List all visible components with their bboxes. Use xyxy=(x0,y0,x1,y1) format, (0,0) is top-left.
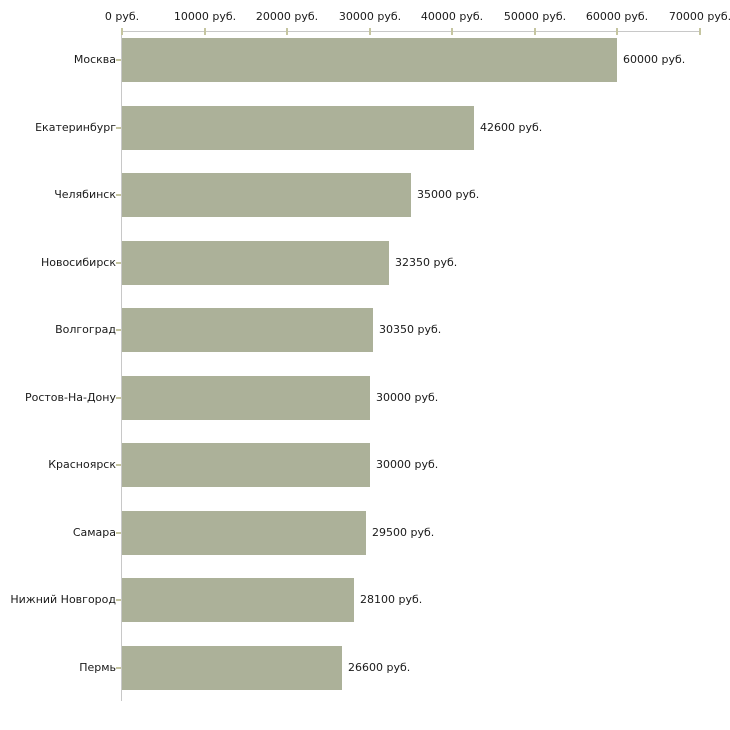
value-label: 32350 руб. xyxy=(395,256,458,269)
y-axis-line xyxy=(121,31,122,701)
x-axis-line xyxy=(121,31,700,32)
x-axis-tick-label: 20000 руб. xyxy=(255,10,319,23)
category-label: Москва xyxy=(73,53,116,66)
bar xyxy=(122,376,370,420)
value-label: 35000 руб. xyxy=(417,188,480,201)
x-axis-tick xyxy=(534,28,536,35)
x-axis-tick-label: 50000 руб. xyxy=(503,10,567,23)
category-label: Самара xyxy=(72,526,116,539)
category-label: Волгоград xyxy=(55,323,116,336)
y-axis-tick xyxy=(116,262,121,264)
y-axis-tick xyxy=(116,464,121,466)
x-axis-tick xyxy=(121,28,123,35)
x-axis-tick-label: 30000 руб. xyxy=(338,10,402,23)
category-label: Красноярск xyxy=(48,458,116,471)
y-axis-tick xyxy=(116,329,121,331)
bar xyxy=(122,443,370,487)
x-axis-tick-label: 60000 руб. xyxy=(585,10,649,23)
category-label: Пермь xyxy=(79,661,116,674)
category-label: Нижний Новгород xyxy=(10,593,116,606)
x-axis-tick-label: 10000 руб. xyxy=(173,10,237,23)
category-label: Ростов-На-Дону xyxy=(24,391,116,404)
category-label: Челябинск xyxy=(54,188,116,201)
x-axis-tick xyxy=(204,28,206,35)
category-label: Новосибирск xyxy=(40,256,116,269)
value-label: 30000 руб. xyxy=(376,391,439,404)
bar xyxy=(122,241,389,285)
y-axis-tick xyxy=(116,59,121,61)
value-label: 60000 руб. xyxy=(623,53,686,66)
bar xyxy=(122,173,411,217)
x-axis-tick xyxy=(616,28,618,35)
value-label: 30000 руб. xyxy=(376,458,439,471)
y-axis-tick xyxy=(116,599,121,601)
bar xyxy=(122,106,474,150)
x-axis-tick-label: 70000 руб. xyxy=(668,10,730,23)
x-axis-tick xyxy=(699,28,701,35)
x-axis-tick-label: 40000 руб. xyxy=(420,10,484,23)
bar xyxy=(122,308,373,352)
value-label: 42600 руб. xyxy=(480,121,543,134)
y-axis-tick xyxy=(116,667,121,669)
value-label: 28100 руб. xyxy=(360,593,423,606)
value-label: 26600 руб. xyxy=(348,661,411,674)
value-label: 29500 руб. xyxy=(372,526,435,539)
bar xyxy=(122,646,342,690)
value-label: 30350 руб. xyxy=(379,323,442,336)
y-axis-tick xyxy=(116,397,121,399)
x-axis-tick-label: 0 руб. xyxy=(104,10,140,23)
y-axis-tick xyxy=(116,532,121,534)
x-axis-tick xyxy=(286,28,288,35)
bar xyxy=(122,511,366,555)
x-axis-tick xyxy=(369,28,371,35)
y-axis-tick xyxy=(116,127,121,129)
category-label: Екатеринбург xyxy=(35,121,116,134)
x-axis-tick xyxy=(451,28,453,35)
bar xyxy=(122,578,354,622)
y-axis-tick xyxy=(116,194,121,196)
bar xyxy=(122,38,617,82)
